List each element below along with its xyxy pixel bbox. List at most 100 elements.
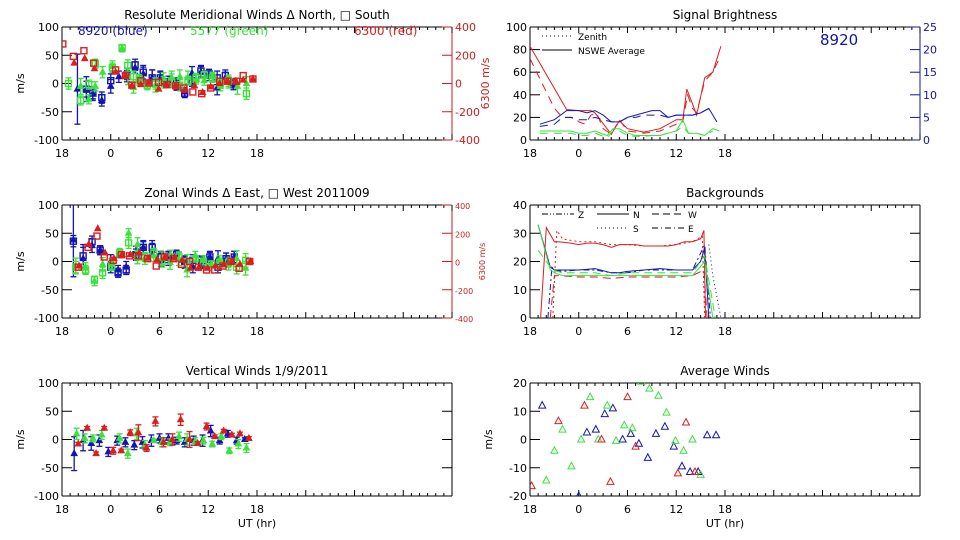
data-point-square [114,269,122,277]
y-tick-label: 0 [52,256,59,269]
data-point-square [198,89,206,98]
data-point-triangle [123,449,132,457]
y-tick-label: -100 [34,312,59,325]
data-point-triangle [153,255,161,263]
data-point-square [224,77,232,85]
x-tick-label: 12 [669,325,683,338]
data-point-triangle [537,400,547,409]
data-point-square [93,232,101,240]
data-point-triangle [126,428,135,436]
y-tick-label: 20 [513,111,527,124]
y2-tick-label: 25 [923,21,937,34]
y-tick-label: -10 [509,462,527,475]
data-point-square [208,74,217,82]
data-point-triangle [100,423,109,431]
x-tick-label: 6 [624,325,631,338]
x-tick-label: 0 [107,147,114,160]
x-tick-label: 18 [523,325,537,338]
plot-area [69,205,255,287]
y-tick-label: -50 [41,462,59,475]
chart-title: Resolute Meridional Winds Δ North, □ Sou… [124,8,390,22]
x-tick-label: 0 [575,325,582,338]
panel-vertical-winds: Vertical Winds 1/9/2011 18 0 6 12 18 100 50 0 -50… [14,364,453,530]
data-point-square [215,77,224,85]
y-tick-label: 0 [520,312,527,325]
series-line-blue [537,224,710,318]
y-tick-label: 100 [38,21,59,34]
series-line-blue [539,107,710,127]
data-point-triangle [606,476,615,485]
data-point-square [137,76,145,85]
data-point-triangle [133,240,142,248]
y2-tick-label: 0 [923,134,930,147]
data-point-triangle [70,58,79,66]
x-tick-label: 18 [55,325,69,338]
data-point-triangle [115,433,124,441]
x-tick-label: 18 [55,503,69,516]
data-point-triangle [671,435,680,444]
data-point-triangle [190,81,199,89]
y2-tick-label: 0 [455,259,460,268]
data-point-triangle [696,469,705,478]
series-line-green [539,118,720,137]
y2-axis-label: 6300 m/s [479,57,492,109]
data-point-triangle [685,466,695,475]
data-point-square [121,71,130,80]
data-point-triangle [130,440,139,448]
data-point-triangle [677,461,687,470]
data-point-triangle [591,424,601,433]
data-point-square [177,260,186,269]
data-point-triangle [210,432,219,440]
y-tick-label: 60 [513,66,527,79]
data-point-triangle [202,421,211,430]
data-point-square [167,76,176,85]
data-point-triangle [98,67,107,75]
data-point-triangle [154,84,163,92]
data-point-triangle [645,383,654,392]
y-tick-label: 50 [45,227,59,240]
data-point-triangle [87,438,96,446]
data-point-triangle [92,449,100,457]
data-point-square [131,61,139,69]
chart-title: Backgrounds [686,186,764,200]
x-axis-label: UT (hr) [238,517,276,530]
data-point-triangle [530,481,536,490]
data-point-triangle [171,81,180,89]
data-point-square [118,44,126,52]
data-point-square [124,239,133,247]
data-point-triangle [151,416,160,424]
chart-title: Average Winds [680,364,770,378]
data-point-square [90,275,99,284]
data-point-triangle [242,78,251,86]
data-point-triangle [541,475,551,484]
panel-average-winds: Average Winds 18 0 6 12 18 20 10 0 -10 -20 m/s UT (h… [482,364,921,530]
y-tick-label: 0 [52,78,59,91]
y2-tick-label: -400 [455,134,480,147]
data-point-triangle [80,54,89,62]
data-point-square [219,262,227,270]
data-point-triangle [681,417,691,426]
data-point-square [96,246,104,254]
x-tick-label: 12 [201,325,215,338]
data-point-triangle [618,434,627,443]
data-point-triangle [567,461,576,470]
data-point-square [232,77,241,85]
data-point-square [169,254,178,263]
data-point-triangle [576,490,582,496]
data-point-triangle [582,427,592,436]
data-point-triangle [193,438,202,446]
data-point-square [180,84,188,92]
x-tick-label: 6 [156,503,163,516]
y-axis-label: m/s [14,73,27,93]
legend-label: S [633,225,639,235]
data-point-triangle [124,228,133,236]
data-point-triangle [208,439,217,447]
data-point-triangle [608,403,618,412]
series-line-red [540,225,706,318]
y-tick-label: 50 [45,49,59,62]
panel-meridional-winds: Resolute Meridional Winds Δ North, □ Sou… [14,8,492,160]
data-point-square [122,266,130,274]
data-point-triangle [74,439,83,447]
data-point-triangle [662,407,671,416]
data-point-triangle [217,432,226,440]
